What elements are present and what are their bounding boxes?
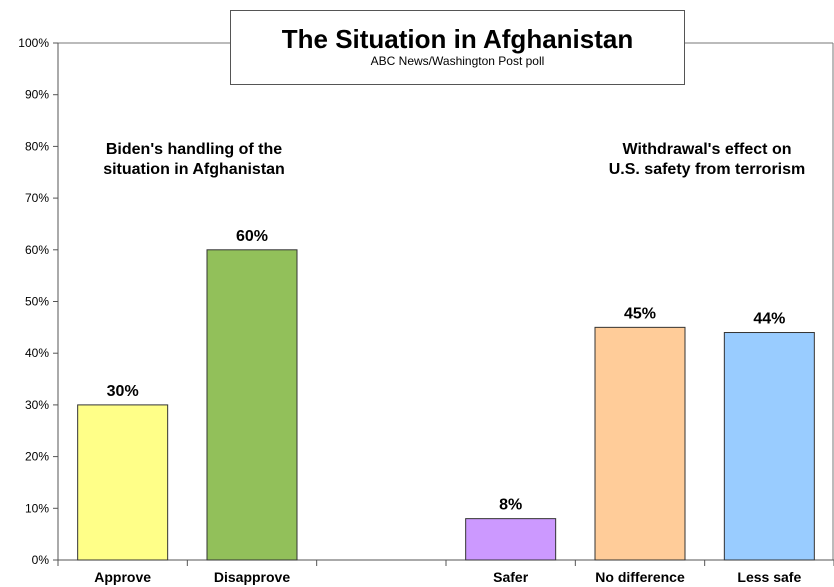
axes: 0% 10% 20% 30% 40% 50% 60% 70% 80% 90% 100% — [18, 36, 834, 567]
y-tick-label: 40% — [25, 346, 49, 360]
group-label-line: Withdrawal's effect on — [622, 141, 792, 158]
data-label: 44% — [753, 311, 785, 328]
group-label-line: situation in Afghanistan — [103, 161, 285, 178]
y-tick-label: 50% — [25, 295, 49, 309]
y-tick-label: 60% — [25, 243, 49, 257]
y-tick-label: 20% — [25, 450, 49, 464]
x-tick-label: Disapprove — [214, 569, 290, 585]
bar — [594, 326, 686, 561]
group-label-biden: Biden's handling of the situation in Afg… — [64, 140, 324, 180]
group-label-line: U.S. safety from terrorism — [608, 161, 806, 178]
bar — [77, 404, 169, 561]
y-tick-label: 30% — [25, 398, 49, 412]
data-label: 8% — [499, 497, 522, 514]
y-tick-label: 0% — [32, 553, 50, 567]
chart-title: The Situation in Afghanistan — [281, 24, 634, 54]
bar — [723, 332, 815, 561]
group-label-withdrawal: Withdrawal's effect on U.S. safety from … — [582, 140, 832, 180]
data-label: 30% — [107, 383, 139, 400]
bar — [206, 249, 298, 561]
y-tick-label: 90% — [25, 88, 49, 102]
chart-subtitle: ABC News/Washington Post poll — [370, 54, 545, 68]
data-label: 45% — [624, 305, 656, 322]
y-tick-label: 100% — [18, 36, 49, 50]
x-tick-label: No difference — [595, 569, 685, 585]
data-label: 60% — [236, 228, 268, 245]
group-label-line: Biden's handling of the — [105, 141, 283, 158]
y-tick-label: 80% — [25, 139, 49, 153]
x-tick-label: Safer — [493, 569, 529, 585]
bar — [465, 518, 557, 561]
bars: 30% Approve 60% Disapprove 8% Safer 45% No diff… — [77, 228, 815, 585]
chart-title-box: The Situation in Afghanistan ABC News/Wa… — [230, 10, 685, 85]
y-tick-label: 70% — [25, 191, 49, 205]
x-tick-label: Less safe — [737, 569, 801, 585]
x-tick-label: Approve — [94, 569, 151, 585]
y-tick-label: 10% — [25, 501, 49, 515]
